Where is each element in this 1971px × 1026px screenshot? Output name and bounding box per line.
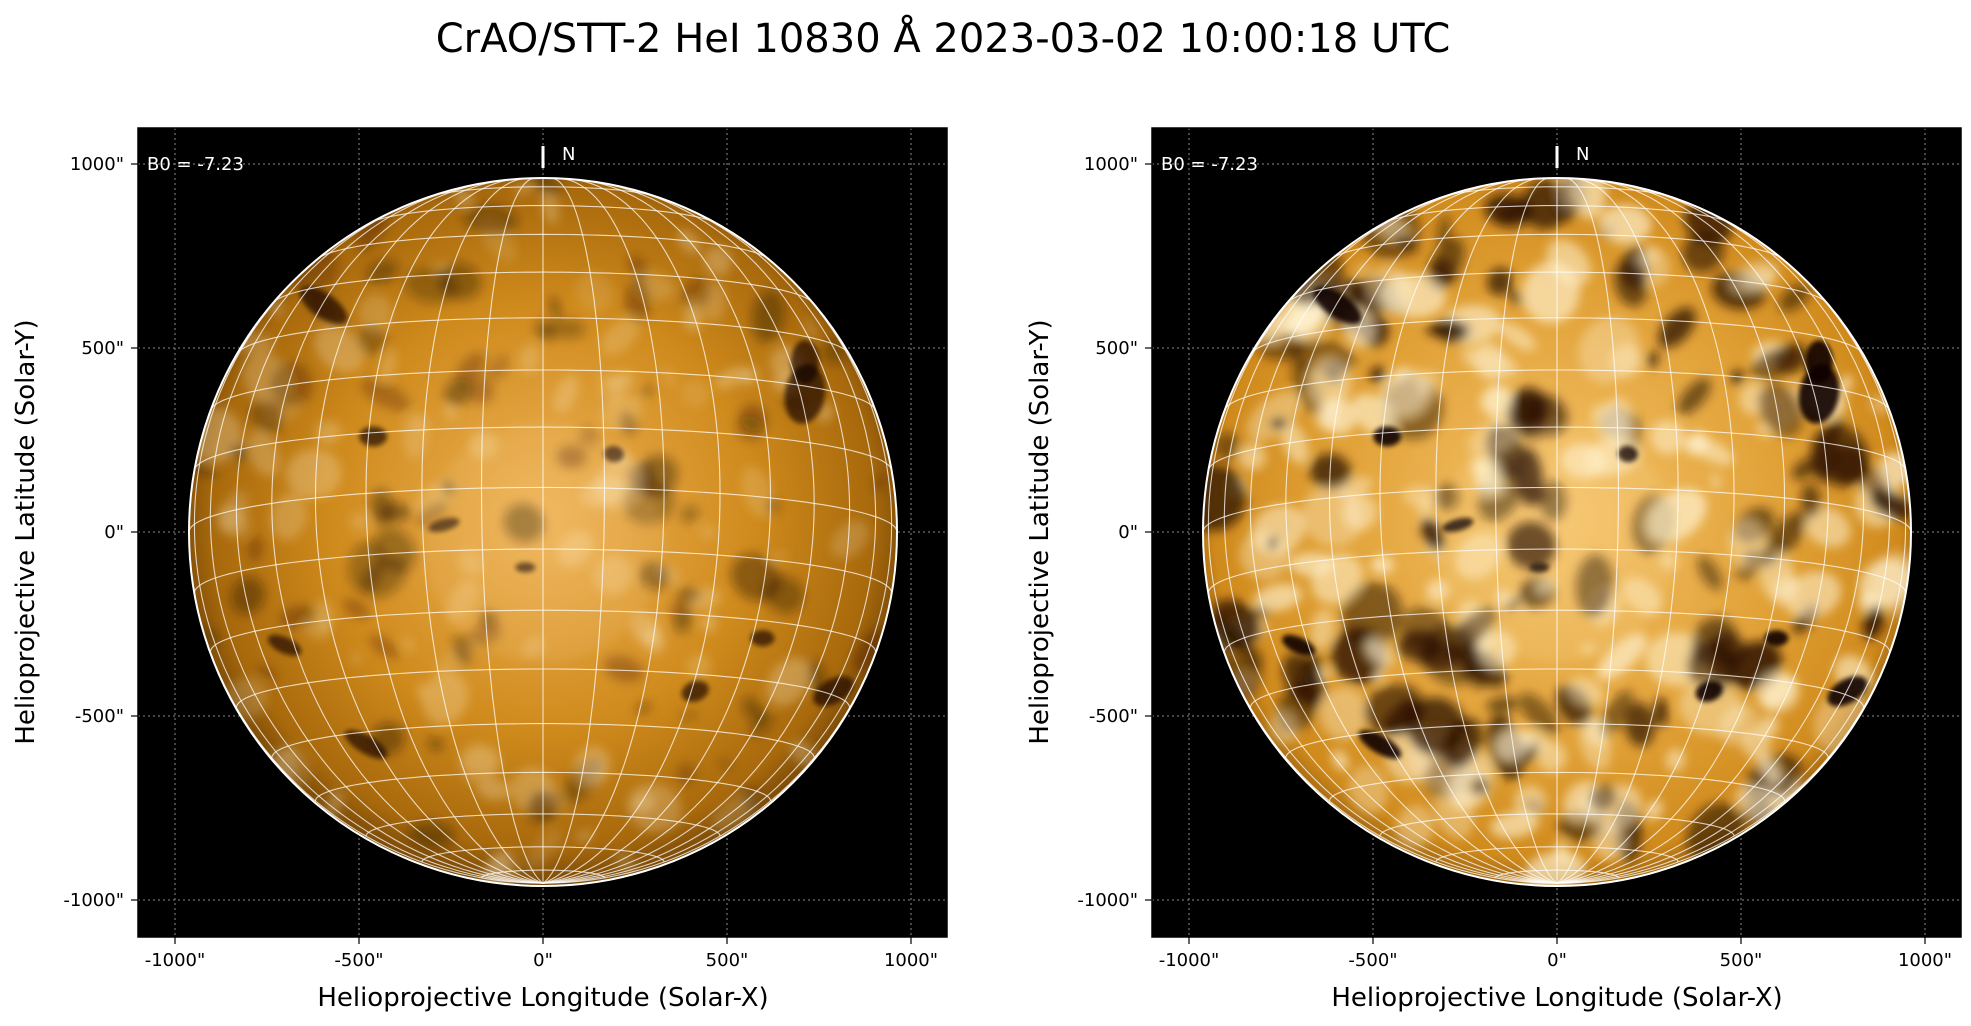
right-ytick-label: 500" bbox=[1095, 338, 1138, 359]
grid-line bbox=[1556, 200, 1891, 884]
left-limb-outline bbox=[188, 177, 898, 887]
right-solar-features bbox=[1203, 178, 1911, 886]
grid-line bbox=[209, 200, 544, 884]
left-panel: N B0 = -7.23 -1000" -500" 0" 500" 1000" … bbox=[11, 127, 948, 1013]
grid-line bbox=[421, 178, 544, 884]
figure-title: CrAO/STT-2 HeI 10830 Å 2023-03-02 10:00:… bbox=[436, 14, 1451, 62]
right-ytick-label: -500" bbox=[1089, 706, 1138, 727]
left-ytick-label: -1000" bbox=[63, 890, 124, 911]
left-ytick-label: 1000" bbox=[70, 154, 124, 175]
grid-line bbox=[1379, 178, 1558, 884]
left-north-label: N bbox=[562, 144, 575, 165]
grid-line bbox=[1556, 187, 1865, 884]
left-xtick-label: -500" bbox=[334, 950, 383, 971]
grid-line bbox=[1556, 179, 1786, 884]
right-b0-label: B0 = -7.23 bbox=[1161, 154, 1258, 175]
right-xtick-label: -1000" bbox=[1159, 950, 1220, 971]
right-ytick-label: 1000" bbox=[1084, 154, 1138, 175]
left-ytick-label: 500" bbox=[81, 338, 124, 359]
grid-line bbox=[1223, 200, 1558, 884]
grid-line bbox=[235, 187, 544, 884]
grid-line bbox=[1556, 242, 1907, 884]
grid-line bbox=[1435, 178, 1558, 884]
left-xtick-label: 0" bbox=[533, 950, 553, 971]
grid-line bbox=[1494, 178, 1558, 884]
grid-line bbox=[314, 179, 544, 884]
grid-line bbox=[542, 178, 721, 884]
grid-line bbox=[480, 178, 544, 884]
grid-line bbox=[1556, 178, 1620, 884]
right-xtick-label: 1000" bbox=[1898, 950, 1952, 971]
left-ytick-label: 0" bbox=[104, 522, 124, 543]
grid-line bbox=[365, 178, 544, 884]
grid-line bbox=[1328, 179, 1558, 884]
right-y-axis-label: Helioprojective Latitude (Solar-Y) bbox=[1025, 319, 1055, 744]
left-xtick-label: 1000" bbox=[884, 950, 938, 971]
left-heliographic-grid bbox=[189, 178, 897, 884]
grid-line bbox=[1556, 181, 1829, 884]
grid-line bbox=[1207, 242, 1558, 884]
right-north-label: N bbox=[1576, 144, 1589, 165]
right-x-axis-label: Helioprojective Longitude (Solar-X) bbox=[1331, 983, 1782, 1013]
left-b0-label: B0 = -7.23 bbox=[147, 154, 244, 175]
right-heliographic-grid bbox=[1203, 178, 1911, 884]
grid-line bbox=[542, 179, 772, 884]
grid-line bbox=[542, 242, 893, 884]
right-xtick-label: 0" bbox=[1547, 950, 1567, 971]
grid-line bbox=[1556, 178, 1679, 884]
left-xtick-label: 500" bbox=[706, 950, 749, 971]
right-tick-marks bbox=[1145, 163, 1926, 944]
grid-line bbox=[542, 181, 815, 884]
grid-line bbox=[1556, 178, 1735, 884]
left-tick-marks bbox=[131, 163, 912, 944]
grid-line bbox=[542, 178, 665, 884]
right-limb-outline bbox=[1202, 177, 1912, 887]
grid-line bbox=[542, 187, 851, 884]
left-y-axis-label: Helioprojective Latitude (Solar-Y) bbox=[11, 319, 41, 744]
left-x-axis-label: Helioprojective Longitude (Solar-X) bbox=[317, 983, 768, 1013]
right-ytick-label: -1000" bbox=[1077, 890, 1138, 911]
grid-line bbox=[542, 200, 877, 884]
right-xtick-label: 500" bbox=[1720, 950, 1763, 971]
grid-line bbox=[193, 242, 544, 884]
left-xtick-label: -1000" bbox=[145, 950, 206, 971]
right-xtick-label: -500" bbox=[1348, 950, 1397, 971]
grid-line bbox=[1285, 181, 1558, 884]
left-ytick-label: -500" bbox=[75, 706, 124, 727]
grid-line bbox=[271, 181, 544, 884]
grid-line bbox=[1249, 187, 1558, 884]
grid-line bbox=[542, 178, 606, 884]
right-ytick-label: 0" bbox=[1118, 522, 1138, 543]
right-panel: N B0 = -7.23 -1000" -500" 0" 500" 1000" … bbox=[1025, 127, 1962, 1013]
